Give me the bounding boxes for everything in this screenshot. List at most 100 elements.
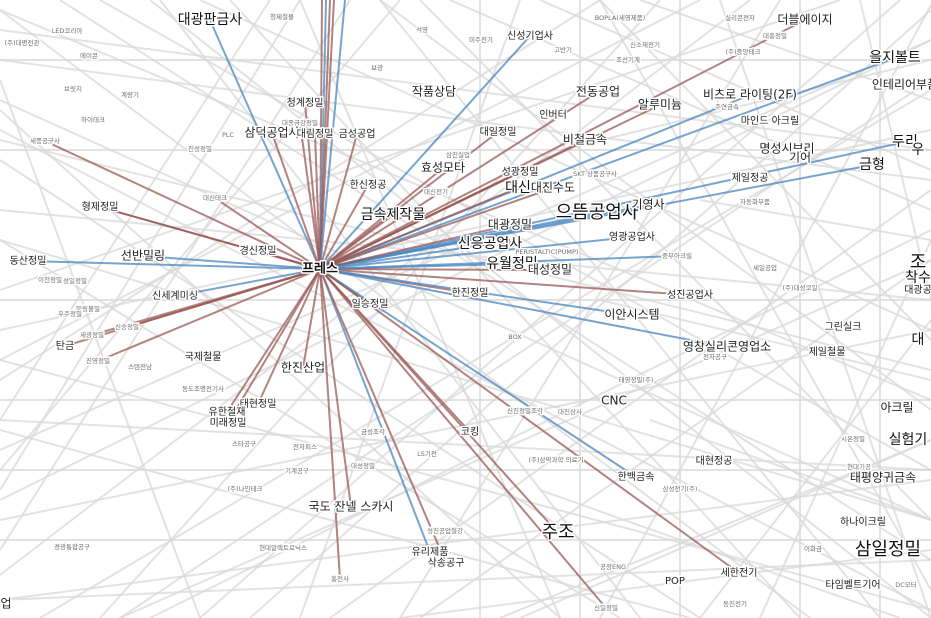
node-label[interactable]: 영창실리콘영업소 xyxy=(681,338,772,355)
node-label[interactable]: 아크릴 xyxy=(879,399,915,416)
node-label[interactable]: 성진공업사 xyxy=(666,287,715,303)
node-label[interactable]: 기계공구 xyxy=(284,465,311,477)
node-label[interactable]: 유리제품 xyxy=(410,545,450,560)
node-label[interactable]: 두리 xyxy=(891,133,920,152)
node-label[interactable]: 성일정밀 xyxy=(62,275,89,287)
node-label[interactable]: 신진정밀조각 xyxy=(506,405,545,417)
node-label[interactable]: 더블에이지 xyxy=(776,11,834,28)
node-label[interactable]: 금속제작물 xyxy=(359,206,427,225)
node-label[interactable]: 제일철물 xyxy=(807,345,847,360)
node-label[interactable]: 한신정공 xyxy=(348,178,388,193)
node-label[interactable]: 이화금 xyxy=(803,543,824,555)
node-label[interactable]: 대신 xyxy=(504,179,533,198)
node-label[interactable]: 청계정밀 xyxy=(285,96,325,111)
node-label[interactable]: 주연금속 xyxy=(714,102,741,113)
node-label[interactable]: 그린실크 xyxy=(823,320,863,335)
node-label[interactable]: 선반밀링 xyxy=(119,247,166,264)
node-label[interactable]: 조 xyxy=(908,251,928,275)
node-label[interactable]: 작품상담 xyxy=(410,83,457,100)
node-label[interactable]: 한백금속 xyxy=(616,470,656,485)
node-label[interactable]: 스텐전남 xyxy=(127,361,154,373)
node-label[interactable]: 태평양귀금속 xyxy=(848,469,917,486)
node-label[interactable]: 밀링볼밀 xyxy=(75,303,102,315)
node-label[interactable]: 이천정밀 xyxy=(37,274,64,286)
node-label[interactable]: 대성정밀 xyxy=(350,460,377,472)
node-label[interactable]: 자동화부품 xyxy=(739,196,772,208)
node-label[interactable]: (주)대성코일 xyxy=(781,282,819,294)
node-label[interactable]: 대일정밀 xyxy=(478,125,518,140)
node-label[interactable]: 신성기업사 xyxy=(506,28,555,44)
node-label[interactable]: 세풍공구사 xyxy=(29,135,62,147)
node-label[interactable]: (주)대명전관 xyxy=(3,37,41,49)
node-label[interactable]: 전동공업 xyxy=(574,83,621,100)
node-label[interactable]: 타임벨트기어 xyxy=(824,577,882,593)
node-label[interactable]: 명성시브리 xyxy=(758,140,816,157)
node-label[interactable]: 세광정밀 xyxy=(79,329,106,341)
node-label[interactable]: 금형 xyxy=(858,156,887,175)
node-label[interactable]: 미래정밀 xyxy=(208,416,248,431)
node-label[interactable]: 동진전기 xyxy=(722,598,749,610)
node-label[interactable]: 대 xyxy=(910,331,926,350)
node-label[interactable]: 한진정밀 xyxy=(450,286,490,301)
node-label[interactable]: 공장ENG xyxy=(599,561,628,573)
node-label[interactable]: 삼덕공업사 xyxy=(243,124,301,141)
node-label[interactable]: 현대알렉트로닉스 xyxy=(258,542,309,554)
node-label[interactable]: 에이콘 xyxy=(79,50,100,62)
node-label[interactable]: 대신테크 xyxy=(202,192,229,204)
node-label[interactable]: 우 xyxy=(910,141,926,160)
node-label[interactable]: 알루미늄 xyxy=(636,96,683,113)
node-label[interactable]: 대광정밀 xyxy=(486,216,533,233)
node-label[interactable]: 금성공업 xyxy=(337,126,377,142)
node-label[interactable]: 고반기 xyxy=(553,44,574,56)
node-label[interactable]: 삼진실업 xyxy=(445,149,472,161)
node-label[interactable]: 신소재전기 xyxy=(629,39,662,51)
node-label[interactable]: 대림정밀 xyxy=(295,127,335,142)
node-label[interactable]: 대현정공 xyxy=(694,454,734,469)
node-label[interactable]: 유월정밀 xyxy=(485,255,540,274)
node-label[interactable]: 태영정밀(주) xyxy=(617,374,655,386)
node-label[interactable]: (주)나인테크 xyxy=(226,483,264,495)
node-label[interactable]: 인버터 xyxy=(538,108,569,123)
node-label[interactable]: 삭송공구 xyxy=(426,556,466,571)
node-label[interactable]: 중부아크릴 xyxy=(661,250,694,262)
node-label[interactable]: 하이테크 xyxy=(80,114,107,126)
node-label[interactable]: BOX xyxy=(507,332,524,343)
node-label[interactable]: 세일공업 xyxy=(752,262,779,274)
node-label[interactable]: 성광정밀 xyxy=(500,165,540,180)
node-label[interactable]: PERISTALTIC(PUMP) xyxy=(514,247,580,258)
node-label[interactable]: 한진산업 xyxy=(279,359,326,376)
node-label[interactable]: 태현정밀 xyxy=(238,397,278,412)
node-label[interactable]: 우주정밀 xyxy=(57,308,84,320)
node-label[interactable]: 일승정밀 xyxy=(350,297,390,312)
node-label[interactable]: 진성정밀 xyxy=(187,143,214,155)
node-label[interactable]: 진영정밀 xyxy=(85,355,112,367)
node-label[interactable]: 대광판금사 xyxy=(176,11,244,30)
node-label[interactable]: 실리콘전자 xyxy=(724,12,757,24)
node-label[interactable]: 대신전기 xyxy=(423,186,450,198)
node-label[interactable]: 신승정밀 xyxy=(114,321,141,333)
node-label[interactable]: 전자공구 xyxy=(702,351,729,363)
node-label[interactable]: 제일정공 xyxy=(730,171,770,186)
node-label[interactable]: 기영사 xyxy=(630,196,666,213)
node-label[interactable]: 마인드 아크릴 xyxy=(739,113,800,129)
node-label[interactable]: 하나이크릴 xyxy=(839,514,888,530)
node-label[interactable]: LED코리아 xyxy=(50,25,84,37)
node-label[interactable]: 인테리어부품 xyxy=(870,76,931,93)
node-label[interactable]: 코킹 xyxy=(459,425,480,440)
node-label[interactable]: 유한철재 xyxy=(207,405,247,420)
node-label[interactable]: 업 xyxy=(0,595,13,612)
node-label[interactable]: 실험기 xyxy=(887,431,929,450)
node-label[interactable]: 전자피스 xyxy=(292,441,319,453)
node-label[interactable]: 현대기공 xyxy=(846,461,873,473)
node-label[interactable]: 기어 xyxy=(787,149,812,166)
node-label[interactable]: 비츠로 라이팅(2F) xyxy=(702,86,799,103)
node-label[interactable]: POP xyxy=(664,575,687,589)
node-label[interactable]: PLC xyxy=(220,130,236,141)
node-label[interactable]: 철물 xyxy=(498,236,513,248)
node-label[interactable]: 을지볼트 xyxy=(868,49,923,68)
node-label[interactable]: 미주전기 xyxy=(468,34,495,46)
node-label[interactable]: 조선기계 xyxy=(615,54,642,66)
node-label[interactable]: 스타공구 xyxy=(231,438,258,450)
node-label[interactable]: 경신정밀 xyxy=(238,243,278,259)
node-label[interactable]: 대진상사 xyxy=(557,406,584,418)
